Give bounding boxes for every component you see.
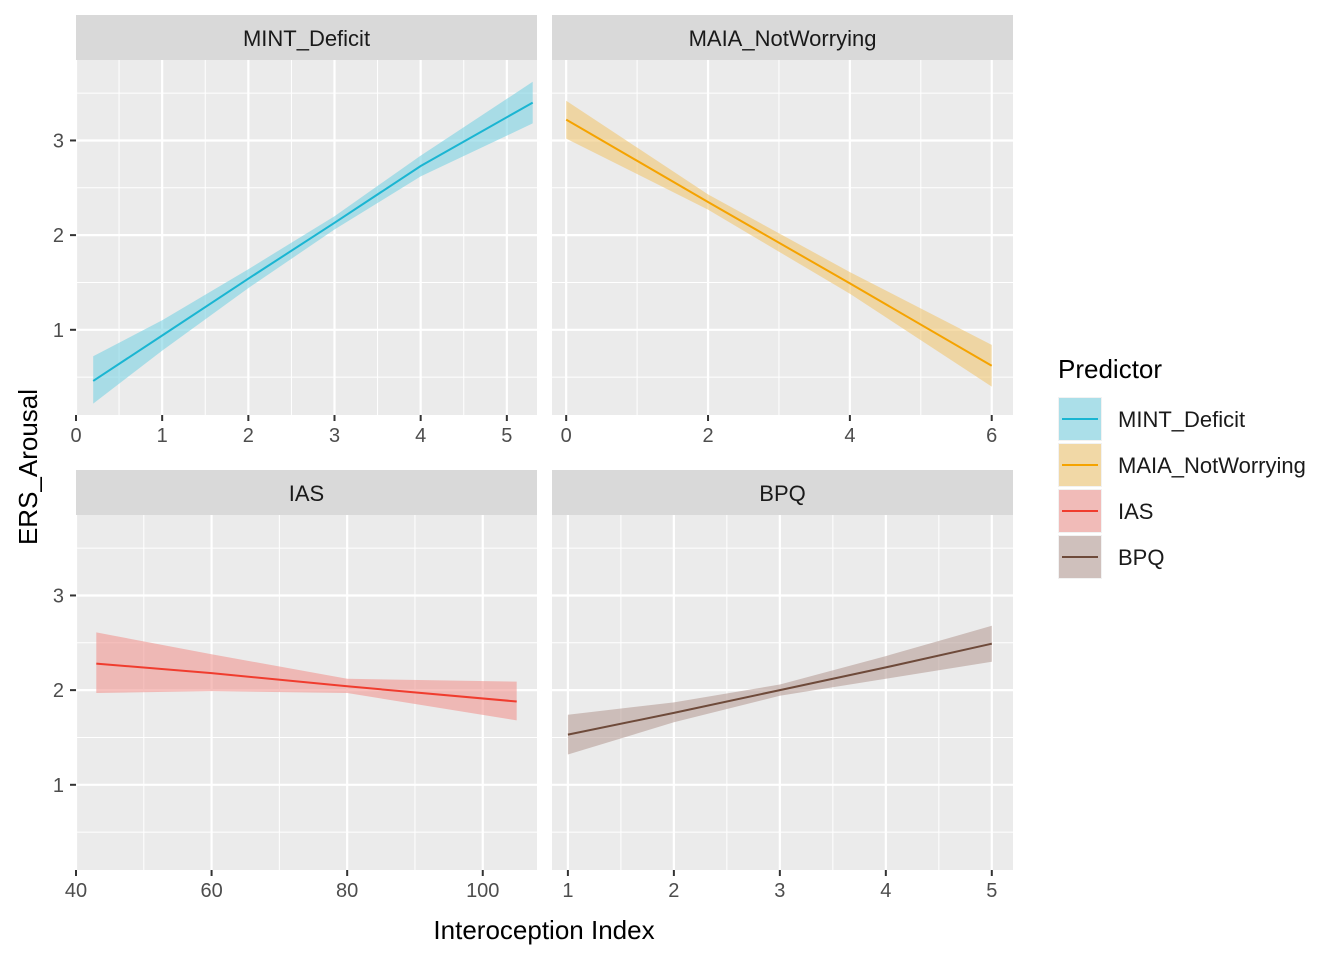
legend: Predictor MINT_Deficit MAIA_NotWorrying IA… bbox=[1058, 354, 1306, 579]
x-tick-label: 2 bbox=[702, 425, 713, 447]
x-tick-label: 80 bbox=[336, 880, 358, 902]
series-line-IAS bbox=[96, 662, 517, 703]
legend-label: MAIA_NotWorrying bbox=[1118, 453, 1306, 478]
legend-title: Predictor bbox=[1058, 354, 1162, 384]
x-tick-label: 1 bbox=[157, 425, 168, 447]
panel-4: BPQ 1 2 3 4 5 bbox=[552, 470, 1013, 902]
strip-3-label: IAS bbox=[289, 481, 324, 506]
x-tick-label: 4 bbox=[415, 425, 426, 447]
series-line-MAIA_NotWorrying bbox=[565, 118, 993, 367]
legend-label: IAS bbox=[1118, 499, 1153, 524]
legend-label: MINT_Deficit bbox=[1118, 407, 1245, 432]
y-tick-label: 3 bbox=[53, 585, 64, 607]
y-axis-title: ERS_Arousal bbox=[13, 389, 43, 545]
x-tick-label: 5 bbox=[986, 880, 997, 902]
strip-2-bg bbox=[552, 15, 1013, 60]
strip-3-bg bbox=[76, 470, 537, 515]
y-tick-label: 2 bbox=[53, 680, 64, 702]
strip-4-bg bbox=[552, 470, 1013, 515]
x-tick-label: 4 bbox=[844, 425, 855, 447]
legend-keys: MINT_Deficit MAIA_NotWorrying IAS BPQ bbox=[1058, 397, 1306, 579]
x-tick-label: 2 bbox=[668, 880, 679, 902]
y-tick-label: 1 bbox=[53, 320, 64, 342]
strip-1-bg bbox=[76, 15, 537, 60]
panel-1-marks: 0 1 2 3 4 5 1 2 3 bbox=[53, 60, 537, 447]
strip-4-label: BPQ bbox=[759, 481, 805, 506]
panel-2-marks: 0 2 4 6 bbox=[552, 60, 1013, 447]
x-tick-label: 5 bbox=[501, 425, 512, 447]
x-tick-label: 100 bbox=[466, 880, 499, 902]
x-tick-label: 60 bbox=[200, 880, 222, 902]
legend-label: BPQ bbox=[1118, 545, 1164, 570]
series-line-BPQ bbox=[567, 642, 993, 736]
strip-1-label: MINT_Deficit bbox=[243, 26, 370, 51]
strip-2-label: MAIA_NotWorrying bbox=[689, 26, 877, 51]
x-tick-label: 40 bbox=[65, 880, 87, 902]
confidence-band-MINT_Deficit bbox=[93, 81, 533, 404]
x-axis-title: Interoception Index bbox=[433, 915, 654, 945]
panel-2: MAIA_NotWorrying 0 2 4 6 bbox=[552, 15, 1013, 447]
y-tick-label: 2 bbox=[53, 225, 64, 247]
x-tick-label: 6 bbox=[986, 425, 997, 447]
x-tick-label: 2 bbox=[243, 425, 254, 447]
series-line-MINT_Deficit bbox=[92, 101, 534, 382]
x-tick-label: 3 bbox=[329, 425, 340, 447]
x-tick-label: 3 bbox=[774, 880, 785, 902]
panel-1: MINT_Deficit 0 1 2 3 4 5 1 2 3 bbox=[53, 15, 537, 447]
panel-4-marks: 1 2 3 4 5 bbox=[552, 515, 1013, 902]
x-tick-label: 1 bbox=[562, 880, 573, 902]
y-tick-label: 1 bbox=[53, 775, 64, 797]
x-tick-label: 0 bbox=[561, 425, 572, 447]
panel-3: IAS 40 60 80 100 1 2 3 bbox=[53, 470, 537, 902]
x-tick-label: 4 bbox=[880, 880, 891, 902]
y-tick-label: 3 bbox=[53, 130, 64, 152]
confidence-band-IAS bbox=[96, 632, 517, 721]
x-tick-label: 0 bbox=[70, 425, 81, 447]
panel-3-marks: 40 60 80 100 1 2 3 bbox=[53, 515, 537, 902]
